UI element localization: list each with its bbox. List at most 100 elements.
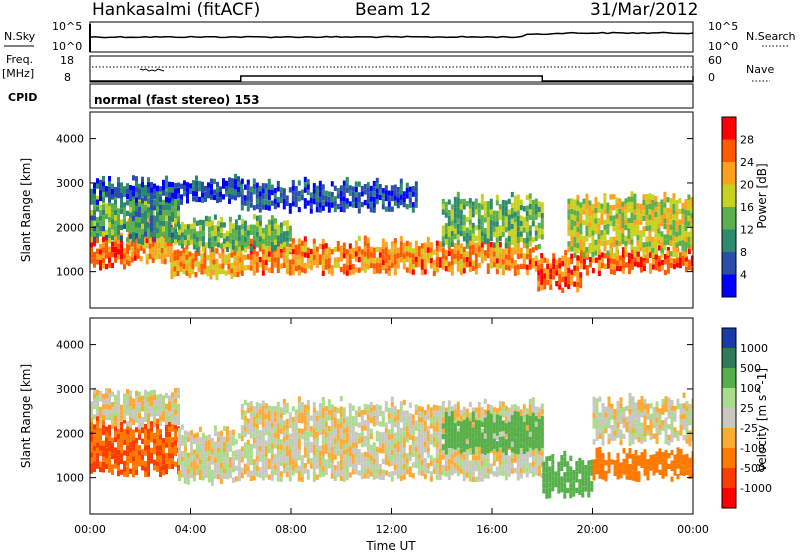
heat-cell	[183, 240, 187, 246]
heat-cell	[162, 199, 165, 205]
heat-cell	[630, 259, 634, 265]
heat-cell	[306, 405, 310, 411]
heat-cell	[162, 215, 165, 221]
heat-cell	[372, 415, 376, 421]
heat-cell	[285, 230, 289, 237]
heat-cell	[306, 453, 310, 459]
heat-cell	[557, 472, 561, 478]
heat-cell	[441, 204, 445, 210]
heat-cell	[156, 434, 159, 440]
heat-cell	[111, 443, 114, 449]
heat-cell	[411, 191, 415, 197]
heat-cell	[621, 257, 625, 264]
heat-cell	[303, 241, 307, 247]
heat-cell	[678, 262, 682, 269]
heat-cell	[678, 257, 682, 263]
heat-cell	[157, 253, 161, 259]
heat-cell	[516, 422, 520, 428]
heat-cell	[363, 451, 367, 458]
heat-cell	[162, 416, 165, 422]
heat-cell	[348, 243, 352, 249]
heat-cell	[672, 258, 676, 264]
heat-cell	[528, 462, 532, 469]
heat-cell	[279, 418, 283, 424]
heat-cell	[150, 421, 153, 427]
heat-cell	[387, 413, 391, 419]
heat-cell	[160, 237, 164, 243]
heat-cell	[345, 448, 349, 454]
heat-cell	[264, 224, 268, 230]
heat-cell	[267, 251, 271, 257]
heat-cell	[537, 424, 541, 430]
heat-cell	[603, 235, 607, 241]
heat-cell	[525, 254, 529, 260]
heat-cell	[495, 414, 499, 420]
heat-cell	[145, 237, 149, 244]
heat-cell	[369, 196, 373, 202]
heat-cell	[627, 258, 631, 264]
heat-cell	[648, 235, 652, 242]
heat-cell	[324, 427, 328, 433]
heat-cell	[519, 432, 523, 438]
heat-cell	[240, 194, 244, 200]
heat-cell	[628, 424, 632, 430]
heat-cell	[357, 406, 361, 412]
heat-cell	[348, 259, 352, 265]
heat-cell	[537, 244, 541, 250]
heat-cell	[646, 403, 650, 409]
heat-cell	[628, 440, 632, 446]
heat-cell	[423, 473, 427, 480]
heat-cell	[357, 454, 361, 460]
heat-cell	[192, 476, 196, 482]
heat-cell	[243, 410, 247, 416]
heat-cell	[572, 480, 576, 486]
heat-cell	[192, 190, 195, 196]
heat-cell	[664, 449, 668, 456]
heat-cell	[150, 215, 153, 221]
heat-cell	[405, 453, 409, 459]
heat-cell	[261, 233, 265, 239]
heat-cell	[678, 198, 682, 204]
heat-cell	[390, 257, 394, 263]
heat-cell	[597, 249, 601, 255]
heat-cell	[354, 415, 358, 422]
heat-cell	[429, 412, 433, 418]
heat-cell	[393, 422, 397, 428]
heat-cell	[153, 231, 156, 238]
heat-cell	[225, 452, 229, 459]
heat-cell	[177, 433, 181, 439]
heat-cell	[93, 210, 96, 216]
heat-cell	[582, 258, 586, 265]
heat-cell	[598, 423, 602, 429]
heat-cell	[294, 186, 298, 192]
heat-cell	[264, 235, 268, 241]
heat-cell	[618, 240, 622, 247]
heat-cell	[159, 186, 162, 192]
heat-cell	[147, 207, 150, 213]
heat-cell	[273, 422, 277, 428]
heat-cell	[687, 194, 691, 200]
heat-cell	[138, 396, 141, 403]
heat-cell	[600, 208, 604, 215]
heat-cell	[105, 213, 108, 219]
heat-cell	[378, 189, 382, 195]
heat-cell	[405, 458, 409, 464]
heat-cell	[486, 457, 490, 463]
heat-cell	[537, 449, 541, 455]
heat-cell	[474, 420, 478, 426]
heat-cell	[233, 250, 237, 256]
heat-cell	[177, 216, 180, 222]
heat-cell	[435, 442, 439, 448]
heat-cell	[348, 413, 352, 420]
heat-cell	[595, 447, 599, 453]
heat-cell	[255, 444, 259, 450]
heat-cell	[468, 230, 472, 236]
heat-cell	[174, 429, 177, 435]
heat-cell	[631, 454, 635, 460]
heat-cell	[661, 473, 665, 479]
heat-cell	[99, 406, 102, 413]
heat-cell	[423, 463, 427, 469]
heat-cell	[93, 251, 96, 258]
heat-cell	[126, 188, 129, 194]
heat-cell	[525, 210, 529, 217]
